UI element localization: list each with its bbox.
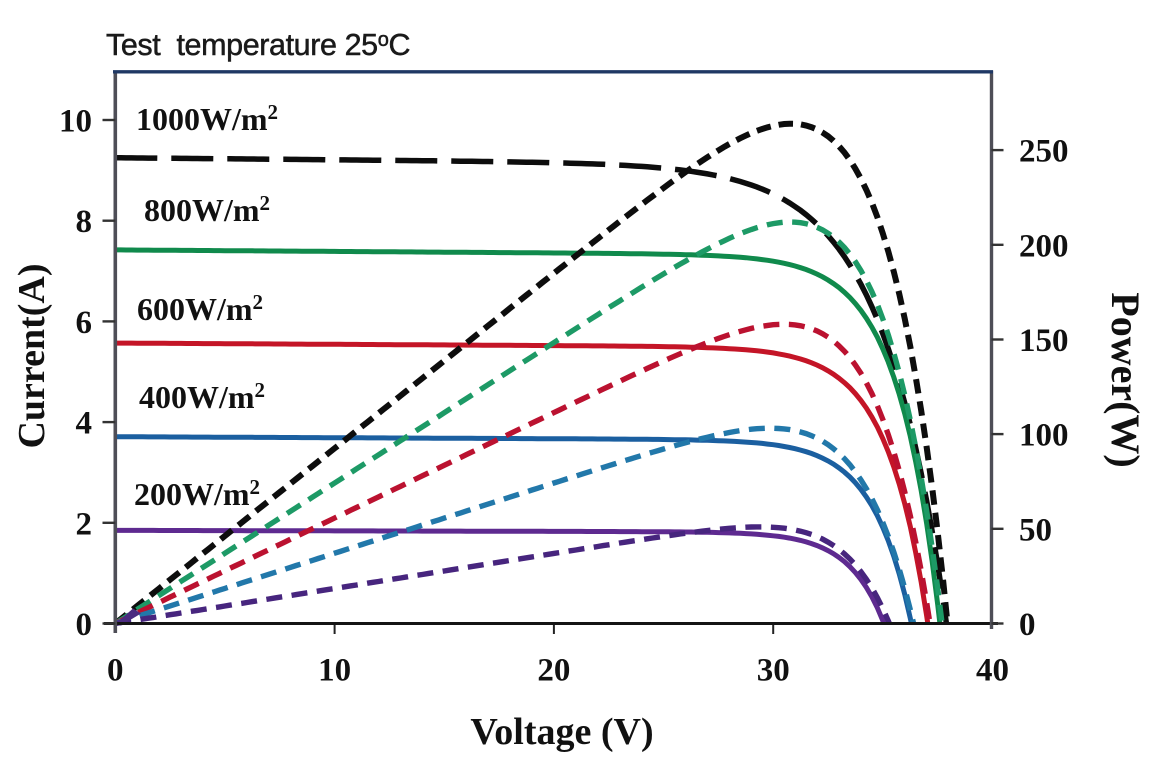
svg-text:4: 4 xyxy=(76,406,93,442)
svg-text:2: 2 xyxy=(76,506,93,542)
svg-text:Voltage (V): Voltage (V) xyxy=(470,711,653,753)
svg-text:Test temperature 25oC: Test temperature 25oC xyxy=(106,28,410,62)
svg-text:20: 20 xyxy=(537,653,570,689)
svg-text:10: 10 xyxy=(59,104,92,140)
svg-text:150: 150 xyxy=(1019,323,1069,359)
svg-text:0: 0 xyxy=(1019,607,1036,643)
svg-text:40: 40 xyxy=(976,653,1009,689)
svg-text:0: 0 xyxy=(76,607,93,643)
svg-text:400W/m2: 400W/m2 xyxy=(139,378,265,415)
svg-text:1000W/m2: 1000W/m2 xyxy=(136,100,278,137)
svg-text:100: 100 xyxy=(1019,418,1069,454)
svg-text:8: 8 xyxy=(76,204,93,240)
svg-text:Current(A): Current(A) xyxy=(11,263,53,448)
svg-text:Power(W): Power(W) xyxy=(1103,292,1148,467)
svg-text:200: 200 xyxy=(1019,228,1069,264)
svg-text:600W/m2: 600W/m2 xyxy=(137,290,263,327)
svg-text:0: 0 xyxy=(107,653,124,689)
svg-text:30: 30 xyxy=(757,653,790,689)
svg-text:200W/m2: 200W/m2 xyxy=(134,475,260,512)
svg-text:50: 50 xyxy=(1019,512,1052,548)
svg-text:6: 6 xyxy=(76,305,93,341)
svg-text:10: 10 xyxy=(318,653,351,689)
svg-text:800W/m2: 800W/m2 xyxy=(144,191,270,228)
svg-text:250: 250 xyxy=(1019,134,1069,170)
